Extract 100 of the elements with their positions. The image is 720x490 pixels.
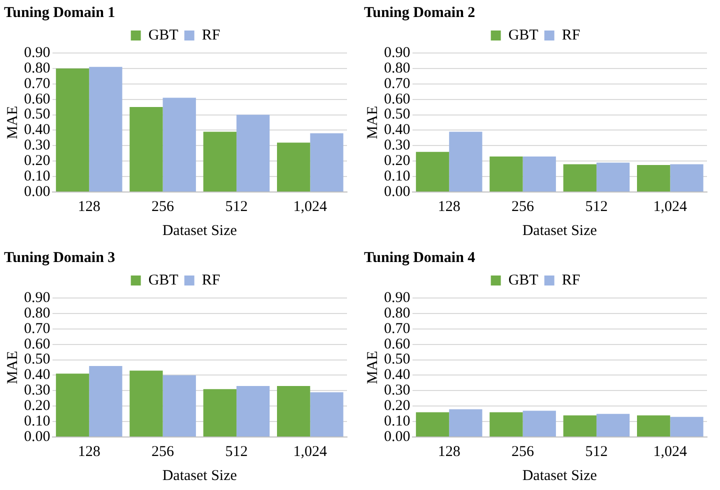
x-tick-label: 256 xyxy=(512,198,535,215)
x-tick-label: 512 xyxy=(225,444,248,460)
chart-title: Tuning Domain 2 xyxy=(364,4,476,21)
y-tick-label: 0.80 xyxy=(384,60,410,76)
y-axis-title: MAE xyxy=(364,106,381,140)
y-tick-label: 0.10 xyxy=(384,413,410,430)
y-tick-label: 0.90 xyxy=(24,44,50,61)
x-axis-title: Dataset Size xyxy=(522,468,598,484)
y-tick-label: 0.40 xyxy=(384,122,410,138)
bar xyxy=(130,107,163,192)
y-tick-label: 0.80 xyxy=(384,305,410,322)
legend-label: RF xyxy=(202,272,220,288)
legend-label: GBT xyxy=(148,27,178,44)
bar xyxy=(522,156,556,192)
x-tick-label: 128 xyxy=(438,444,460,460)
legend-label: RF xyxy=(562,272,580,288)
bar xyxy=(276,386,310,436)
bar xyxy=(416,152,450,192)
y-tick-label: 0.30 xyxy=(24,382,50,399)
y-tick-label: 0.40 xyxy=(24,367,50,384)
y-tick-label: 0.40 xyxy=(384,367,410,384)
bar xyxy=(130,370,163,436)
legend-label: RF xyxy=(202,27,220,44)
chart-title: Tuning Domain 3 xyxy=(4,250,116,266)
y-tick-label: 0.50 xyxy=(384,352,410,368)
bar xyxy=(276,142,310,192)
x-tick-label: 1,024 xyxy=(293,444,328,460)
y-tick-label: 0.10 xyxy=(24,168,50,184)
bar xyxy=(490,156,523,192)
bar xyxy=(416,412,450,436)
x-tick-label: 256 xyxy=(152,444,175,460)
y-tick-label: 0.20 xyxy=(384,398,410,414)
y-tick-label: 0.30 xyxy=(24,138,50,154)
y-tick-label: 0.20 xyxy=(24,398,50,414)
y-axis-title: MAE xyxy=(4,106,21,140)
bar xyxy=(636,164,670,192)
bar xyxy=(563,415,596,436)
y-tick-label: 0.80 xyxy=(24,305,50,322)
x-tick-label: 256 xyxy=(152,198,175,215)
legend-label: GBT xyxy=(148,272,178,288)
bar xyxy=(596,162,630,192)
bar xyxy=(670,416,704,436)
y-tick-label: 0.70 xyxy=(24,76,50,92)
y-tick-label: 0.20 xyxy=(24,153,50,170)
y-tick-label: 0.70 xyxy=(384,76,410,92)
y-tick-label: 0.60 xyxy=(384,91,410,108)
y-tick-label: 0.60 xyxy=(24,336,50,352)
x-axis-title: Dataset Size xyxy=(162,468,238,484)
y-tick-label: 0.90 xyxy=(384,44,410,61)
legend-label: GBT xyxy=(508,272,538,288)
x-tick-label: 128 xyxy=(78,198,100,215)
y-tick-label: 0.00 xyxy=(24,184,50,200)
bar xyxy=(449,409,482,436)
x-tick-label: 1,024 xyxy=(653,444,688,460)
y-tick-label: 0.00 xyxy=(384,184,410,200)
x-tick-label: 128 xyxy=(438,198,460,215)
bar xyxy=(449,132,482,192)
bar xyxy=(162,375,196,436)
y-tick-label: 0.00 xyxy=(384,428,410,445)
x-tick-label: 128 xyxy=(78,444,100,460)
y-tick-label: 0.80 xyxy=(24,60,50,76)
chart-title: Tuning Domain 4 xyxy=(364,250,476,266)
y-tick-label: 0.00 xyxy=(24,428,50,445)
bar xyxy=(522,410,556,436)
y-tick-label: 0.60 xyxy=(384,336,410,352)
y-tick-label: 0.20 xyxy=(384,153,410,170)
bar xyxy=(490,412,523,436)
x-tick-label: 1,024 xyxy=(653,198,688,215)
bar xyxy=(162,98,196,192)
x-tick-label: 256 xyxy=(512,444,535,460)
bar xyxy=(203,389,236,436)
bar xyxy=(563,164,596,192)
y-tick-label: 0.90 xyxy=(24,290,50,306)
bar xyxy=(56,68,90,192)
y-tick-label: 0.50 xyxy=(24,352,50,368)
x-axis-title: Dataset Size xyxy=(522,222,598,239)
bar xyxy=(670,164,704,192)
x-tick-label: 1,024 xyxy=(293,198,328,215)
bar xyxy=(310,392,344,436)
bar xyxy=(636,415,670,436)
bar xyxy=(310,133,344,192)
bar xyxy=(596,414,630,436)
y-tick-label: 0.30 xyxy=(384,138,410,154)
y-tick-label: 0.30 xyxy=(384,382,410,399)
x-tick-label: 512 xyxy=(585,198,608,215)
bar xyxy=(89,66,122,192)
y-axis-title: MAE xyxy=(364,350,381,384)
y-tick-label: 0.50 xyxy=(24,106,50,123)
legend-label: RF xyxy=(562,27,580,44)
x-axis-title: Dataset Size xyxy=(162,222,238,239)
bar xyxy=(203,132,236,192)
y-tick-label: 0.60 xyxy=(24,91,50,108)
y-tick-label: 0.10 xyxy=(384,168,410,184)
x-tick-label: 512 xyxy=(585,444,608,460)
x-tick-label: 512 xyxy=(225,198,248,215)
y-tick-label: 0.70 xyxy=(384,320,410,337)
y-tick-label: 0.50 xyxy=(384,106,410,123)
bar xyxy=(56,374,90,436)
y-axis-title: MAE xyxy=(4,350,21,384)
bar xyxy=(236,114,270,192)
